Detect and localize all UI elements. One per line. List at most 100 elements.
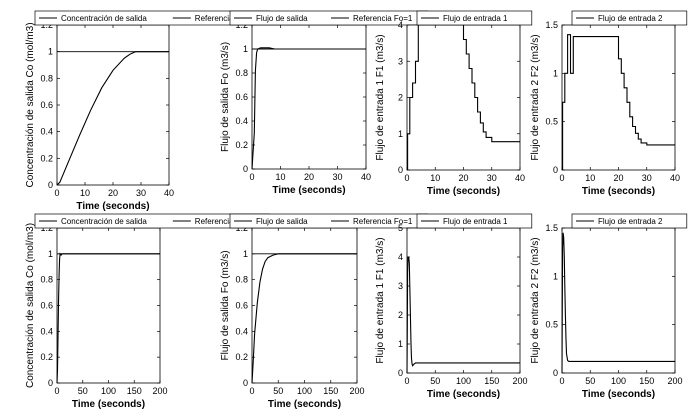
legend-box [416, 213, 533, 229]
y-tick-label: 5 [398, 223, 403, 233]
y-tick-label: 1 [553, 271, 558, 281]
series-line-1 [561, 232, 675, 374]
y-tick-label: 1 [48, 249, 53, 259]
y-axis-label: Flujo de salida Fo (m3/s) [220, 250, 231, 360]
legend-entry: Concentración de salida [61, 14, 147, 23]
x-tick-label: 150 [127, 386, 142, 396]
x-axis-label: Time (seconds) [76, 201, 149, 212]
y-tick-label: 0.4 [40, 326, 53, 336]
legend-entry: Referencia Co=1 [195, 14, 256, 23]
x-tick-label: 30 [642, 173, 652, 183]
x-tick-label: 50 [78, 386, 88, 396]
x-tick-label: 20 [304, 172, 314, 182]
y-tick-label: 0.6 [235, 92, 248, 102]
x-axis-label: Time (seconds) [427, 389, 500, 400]
x-tick-label: 10 [585, 173, 595, 183]
y-tick-label: 0 [553, 165, 558, 175]
y-tick-label: 0.2 [235, 352, 248, 362]
plot-area [406, 24, 521, 171]
y-tick-label: 4 [398, 20, 403, 30]
plot-area [251, 24, 367, 170]
x-tick-label: 0 [404, 376, 409, 386]
plot-area [406, 227, 521, 374]
legend-box [571, 10, 688, 26]
x-tick-label: 10 [80, 188, 90, 198]
y-axis-label: Flujo de entrada 2 F2 (m3/s) [530, 34, 541, 160]
plot-area [56, 24, 170, 186]
x-tick-label: 10 [275, 172, 285, 182]
y-tick-label: 0.8 [235, 275, 248, 285]
x-tick-label: 200 [667, 376, 682, 386]
x-tick-label: 200 [152, 386, 167, 396]
y-tick-label: 0.4 [40, 127, 53, 137]
y-tick-label: 3 [398, 281, 403, 291]
x-tick-label: 50 [430, 376, 440, 386]
legend-entry: Referencia Co=1 [195, 217, 256, 226]
y-tick-label: 0.2 [235, 140, 248, 150]
x-tick-label: 0 [559, 173, 564, 183]
x-axis-label: Time (seconds) [272, 185, 345, 196]
y-tick-label: 4 [398, 252, 403, 262]
legend-entry: Flujo de salida [256, 217, 308, 226]
x-tick-label: 30 [136, 188, 146, 198]
series-line-1 [406, 256, 520, 374]
plot-area [56, 227, 161, 384]
x-tick-label: 100 [101, 386, 116, 396]
legend: Flujo de entrada 2 [571, 213, 688, 229]
x-axis-label: Time (seconds) [582, 186, 655, 197]
legend-entry: Flujo de entrada 2 [598, 14, 663, 23]
y-tick-label: 0 [553, 368, 558, 378]
y-tick-label: 0.2 [40, 153, 53, 163]
plot-area [561, 227, 676, 374]
x-tick-label: 20 [458, 173, 468, 183]
y-tick-label: 0.5 [545, 320, 558, 330]
y-tick-label: 1 [243, 44, 248, 54]
y-tick-label: 1.5 [545, 20, 558, 30]
x-axis-label: Time (seconds) [268, 399, 341, 410]
y-tick-label: 0 [243, 164, 248, 174]
series-line-1 [407, 24, 520, 171]
y-tick-label: 0.5 [545, 117, 558, 127]
y-tick-label: 1 [398, 129, 403, 139]
x-tick-label: 40 [515, 173, 525, 183]
legend: Flujo de entrada 1 [416, 10, 533, 26]
legend-box [416, 10, 533, 26]
legend: Concentración de salida Referencia Co=1 [34, 213, 271, 229]
legend-entry: Flujo de entrada 1 [443, 217, 508, 226]
x-tick-label: 50 [273, 386, 283, 396]
y-tick-label: 0.4 [235, 326, 248, 336]
x-tick-label: 30 [487, 173, 497, 183]
series-line-1 [562, 34, 675, 171]
x-tick-label: 0 [404, 173, 409, 183]
x-tick-label: 20 [613, 173, 623, 183]
x-tick-label: 200 [349, 386, 364, 396]
legend-entry: Flujo de entrada 1 [443, 14, 508, 23]
y-tick-label: 0.6 [40, 301, 53, 311]
x-tick-label: 0 [249, 172, 254, 182]
x-tick-label: 10 [430, 173, 440, 183]
y-tick-label: 0 [398, 368, 403, 378]
x-axis-label: Time (seconds) [72, 399, 145, 410]
y-axis-label: Concentración de salida Co (mol/m3) [25, 223, 36, 388]
x-axis-label: Time (seconds) [427, 186, 500, 197]
y-tick-label: 2 [398, 93, 403, 103]
y-tick-label: 0 [48, 180, 53, 190]
legend-entry: Referencia Fo=1 [353, 217, 413, 226]
legend: Flujo de entrada 2 [571, 10, 688, 26]
x-tick-label: 200 [512, 376, 527, 386]
x-tick-label: 150 [484, 376, 499, 386]
chart-panel-4: 0 10 20 30 40 0 0.5 1 1.5 Time (seconds) Flujo de … [530, 10, 688, 197]
chart-panel-3: 0 10 20 30 40 0 1 2 3 4 Time (seconds) Flujo de ent… [375, 10, 533, 197]
x-tick-label: 100 [297, 386, 312, 396]
series-line-1 [251, 253, 357, 384]
x-tick-label: 40 [670, 173, 680, 183]
y-tick-label: 1 [398, 339, 403, 349]
x-tick-label: 100 [611, 376, 626, 386]
y-axis-label: Flujo de salida Fo (m3/s) [220, 42, 231, 152]
y-tick-label: 3 [398, 56, 403, 66]
y-tick-label: 0.2 [40, 352, 53, 362]
